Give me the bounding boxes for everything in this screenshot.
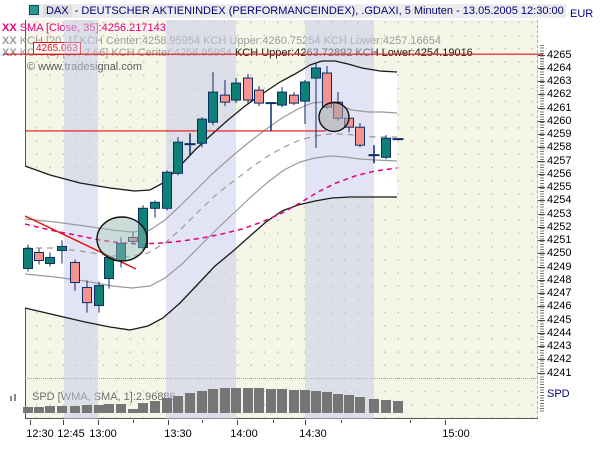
price-tick bbox=[538, 81, 545, 82]
price-tick bbox=[538, 134, 545, 135]
time-label: 12:45 bbox=[57, 428, 85, 440]
time-label: 13:00 bbox=[89, 428, 117, 440]
tradesignal-watermark: © www.tradesignal.com bbox=[27, 61, 143, 73]
spd-legend-text: SPD [WMA, SMA, 1]:2.96886 bbox=[32, 391, 176, 403]
price-tick bbox=[538, 266, 545, 268]
time-label: 15:00 bbox=[442, 428, 470, 440]
price-tick bbox=[538, 120, 545, 122]
price-label: 4246 bbox=[547, 300, 572, 313]
kch1-indicator-icon: XX bbox=[2, 35, 17, 47]
spd-panel-separator bbox=[25, 378, 538, 379]
price-label: 4250 bbox=[547, 247, 572, 260]
spd-axis-label: SPD bbox=[547, 388, 570, 400]
price-tick bbox=[538, 67, 545, 69]
price-tick bbox=[538, 332, 545, 334]
price-tick bbox=[538, 200, 545, 202]
legend-kch2-text-black: KCH Upper:4263.72892 KCH Lower:4254.1901… bbox=[234, 47, 473, 59]
chart-title-text: - DEUTSCHER AKTIENINDEX (PERFORMANCEINDE… bbox=[71, 5, 566, 17]
price-tick bbox=[538, 147, 545, 149]
price-alert-label[interactable]: 4265.063 bbox=[33, 42, 81, 55]
price-label: 4254 bbox=[547, 194, 572, 207]
price-tick bbox=[538, 94, 545, 96]
legend-kch1-text: KCH [20, 1] KCH Center:4258.95954 KCH Up… bbox=[19, 35, 442, 47]
time-major-tick bbox=[168, 420, 169, 425]
legend-sma: XX SMA [Close, 35]:4256.217143 bbox=[2, 22, 166, 34]
price-tick bbox=[538, 187, 545, 188]
price-tick bbox=[538, 346, 545, 347]
price-label: 4252 bbox=[547, 220, 572, 233]
price-tick bbox=[538, 160, 545, 162]
time-label: 13:30 bbox=[164, 428, 192, 440]
price-label: 4256 bbox=[547, 167, 572, 180]
instrument-icon bbox=[29, 5, 39, 15]
price-label: 4262 bbox=[547, 88, 572, 101]
price-tick bbox=[538, 240, 545, 241]
price-label: 4261 bbox=[547, 101, 572, 114]
chart-title[interactable]: DAX - DEUTSCHER AKTIENINDEX (PERFORMANCE… bbox=[28, 4, 566, 18]
price-label: 4259 bbox=[547, 128, 572, 140]
time-minor-tick bbox=[133, 420, 134, 423]
spd-legend: SPD [WMA, SMA, 1]:2.96886 bbox=[10, 391, 176, 404]
price-tick bbox=[538, 293, 545, 294]
price-tick bbox=[538, 319, 545, 321]
spd-indicator-icon bbox=[10, 392, 18, 404]
price-tick bbox=[538, 213, 545, 215]
price-tick bbox=[538, 253, 545, 255]
time-major-tick bbox=[445, 420, 446, 425]
time-minor-tick bbox=[273, 420, 274, 423]
price-label: 4260 bbox=[547, 114, 572, 127]
price-label: 4264 bbox=[547, 61, 572, 74]
price-label: 4248 bbox=[547, 273, 572, 286]
price-tick bbox=[538, 107, 545, 109]
chart-plot-area[interactable] bbox=[25, 20, 538, 419]
price-label: 4263 bbox=[547, 75, 572, 87]
price-label: 4253 bbox=[547, 207, 572, 220]
price-label: 4251 bbox=[547, 234, 572, 246]
sma-indicator-icon: XX bbox=[2, 22, 17, 34]
currency-label: EUR bbox=[570, 8, 594, 20]
time-label: 14:00 bbox=[230, 428, 258, 440]
price-label: 4265 bbox=[547, 48, 572, 61]
price-tick bbox=[538, 279, 545, 281]
price-label: 4257 bbox=[547, 154, 572, 167]
price-label: 4241 bbox=[547, 366, 572, 379]
price-label: 4255 bbox=[547, 181, 572, 193]
price-label: 4243 bbox=[547, 340, 572, 352]
price-label: 4249 bbox=[547, 260, 572, 273]
price-label: 4244 bbox=[547, 326, 572, 339]
time-major-tick bbox=[98, 420, 99, 425]
kch2-indicator-icon: XX bbox=[2, 47, 17, 59]
time-label: 14:30 bbox=[299, 428, 327, 440]
price-label: 4258 bbox=[547, 141, 572, 154]
time-major-tick bbox=[305, 420, 306, 425]
price-tick bbox=[538, 226, 545, 228]
time-minor-tick bbox=[410, 420, 411, 423]
price-tick bbox=[538, 173, 545, 175]
price-label: 4245 bbox=[547, 313, 572, 326]
time-major-tick bbox=[30, 420, 31, 425]
instrument-name[interactable]: DAX bbox=[43, 5, 72, 17]
time-minor-tick bbox=[341, 420, 342, 423]
price-tick bbox=[538, 306, 545, 308]
price-label: 4247 bbox=[547, 287, 572, 299]
legend-sma-text: SMA [Close, 35]:4256.217143 bbox=[19, 22, 166, 34]
time-major-tick bbox=[63, 420, 64, 425]
price-tick bbox=[538, 54, 545, 56]
price-tick bbox=[538, 359, 545, 361]
price-label: 4242 bbox=[547, 353, 572, 366]
time-minor-tick bbox=[202, 420, 203, 423]
price-tick bbox=[538, 372, 545, 374]
price-axis-ruler[interactable] bbox=[540, 45, 544, 413]
time-label: 12:30 bbox=[26, 428, 54, 440]
time-major-tick bbox=[237, 420, 238, 425]
